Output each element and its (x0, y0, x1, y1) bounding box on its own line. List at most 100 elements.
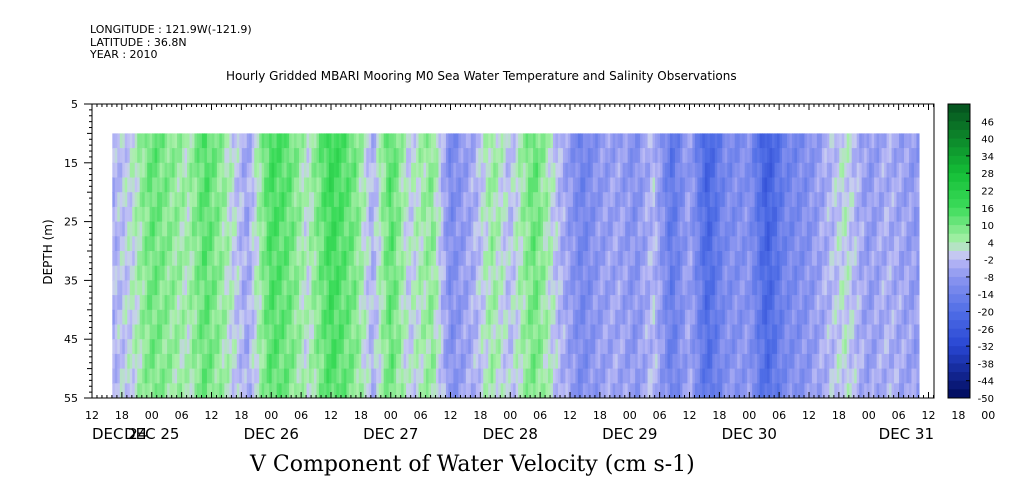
heatmap-cell (201, 280, 206, 296)
heatmap-cell (672, 192, 676, 208)
heatmap-cell (742, 221, 746, 237)
heatmap-cell (430, 353, 435, 370)
heatmap-cell (239, 177, 243, 193)
heatmap-cell (665, 192, 669, 208)
heatmap-cell (348, 236, 352, 252)
heatmap-cell (582, 192, 586, 208)
heatmap-cell (435, 162, 440, 179)
heatmap-cell (617, 177, 621, 193)
heatmap-cell (774, 339, 778, 355)
heatmap-cell (719, 206, 723, 223)
heatmap-cell (630, 353, 634, 370)
heatmap-cell (483, 221, 487, 237)
heatmap-cell (570, 148, 574, 164)
heatmap-cell (470, 383, 474, 398)
heatmap-cell (386, 177, 390, 193)
heatmap-cell (428, 206, 432, 223)
heatmap-cell (757, 339, 761, 355)
heatmap-cell (744, 280, 748, 296)
heatmap-cell (669, 206, 674, 223)
heatmap-cell (226, 251, 230, 267)
heatmap-cell (448, 295, 452, 311)
heatmap-cell (144, 353, 148, 370)
heatmap-cell (381, 309, 385, 326)
heatmap-cell (640, 148, 644, 164)
heatmap-cell (219, 148, 223, 164)
heatmap-cell (448, 368, 452, 384)
heatmap-cell (184, 206, 188, 223)
heatmap-cell (707, 339, 711, 355)
heatmap-cell (351, 148, 355, 164)
heatmap-cell (480, 236, 484, 252)
heatmap-cell (528, 236, 532, 252)
heatmap-cell (159, 177, 163, 193)
heatmap-cell (289, 353, 293, 370)
heatmap-cell (428, 162, 432, 179)
heatmap-cell (433, 309, 437, 326)
heatmap-cell (772, 324, 776, 340)
heatmap-cell (306, 221, 310, 237)
heatmap-cell (231, 353, 235, 370)
heatmap-cell (219, 192, 223, 208)
heatmap-cell (316, 133, 320, 149)
heatmap-cell (667, 162, 671, 179)
heatmap-cell (206, 177, 211, 193)
heatmap-cell (453, 368, 457, 384)
heatmap-cell (543, 221, 547, 237)
heatmap-cell (508, 206, 512, 223)
heatmap-cell (704, 339, 708, 355)
heatmap-cell (697, 295, 701, 311)
heatmap-cell (463, 177, 467, 193)
heatmap-cell (286, 353, 290, 370)
heatmap-cell (296, 148, 300, 164)
heatmap-cell (274, 309, 278, 326)
heatmap-cell (607, 133, 611, 149)
heatmap-cell (211, 221, 215, 237)
heatmap-cell (428, 177, 432, 193)
heatmap-cell (187, 368, 191, 384)
heatmap-cell (296, 192, 300, 208)
heatmap-cell (657, 162, 661, 179)
heatmap-cell (789, 339, 793, 355)
heatmap-cell (560, 353, 564, 370)
heatmap-cell (209, 265, 213, 281)
heatmap-cell (742, 236, 746, 252)
heatmap-cell (515, 324, 519, 340)
heatmap-cell (727, 148, 731, 164)
heatmap-cell (281, 368, 285, 384)
heatmap-cell (684, 192, 689, 208)
heatmap-cell (724, 162, 728, 179)
heatmap-cell (749, 265, 753, 281)
heatmap-cell (722, 265, 726, 281)
heatmap-cell (301, 206, 305, 223)
heatmap-cell (533, 133, 537, 149)
heatmap-cell (692, 236, 696, 252)
heatmap-cell (560, 383, 564, 398)
heatmap-cell (157, 280, 161, 296)
heatmap-cell (373, 192, 377, 208)
heatmap-cell (712, 177, 716, 193)
heatmap-cell (134, 133, 138, 149)
heatmap-cell (622, 353, 626, 370)
heatmap-cell (533, 221, 537, 237)
heatmap-cell (682, 133, 686, 149)
heatmap-cell (149, 353, 153, 370)
heatmap-cell (791, 265, 796, 281)
heatmap-cell (460, 339, 464, 355)
heatmap-cell (122, 368, 126, 384)
heatmap-cell (737, 133, 741, 149)
heatmap-cell (779, 162, 783, 179)
heatmap-cell (610, 383, 614, 398)
heatmap-cell (712, 192, 716, 208)
heatmap-cell (530, 339, 534, 355)
heatmap-cell (610, 295, 614, 311)
heatmap-cell (632, 353, 636, 370)
heatmap-cell (662, 148, 666, 164)
heatmap-cell (381, 148, 385, 164)
heatmap-cell (747, 309, 751, 326)
heatmap-cell (296, 280, 300, 296)
heatmap-cell (289, 280, 293, 296)
heatmap-cell (749, 251, 753, 267)
heatmap-cell (744, 162, 748, 179)
heatmap-cell (669, 162, 674, 179)
